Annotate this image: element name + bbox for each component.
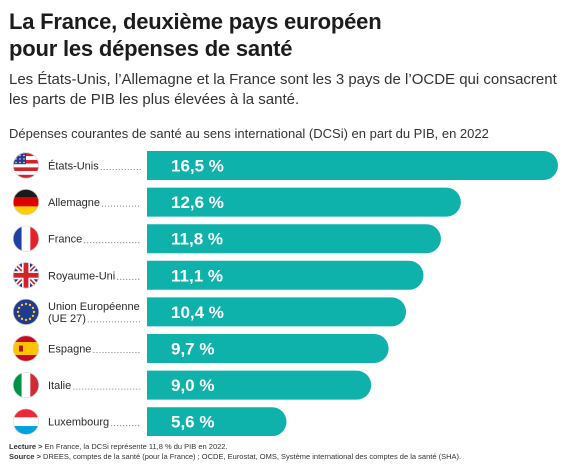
flag-fr-icon bbox=[13, 225, 39, 252]
source-label: Source > bbox=[9, 452, 41, 461]
chart-row: Allemagne 12,6 % bbox=[13, 187, 461, 217]
bar bbox=[147, 224, 441, 254]
category-label: Royaume-Uni bbox=[48, 270, 115, 282]
lecture-label: Lecture > bbox=[9, 442, 43, 451]
value-label: 10,4 % bbox=[171, 303, 224, 322]
flag-eu-icon bbox=[13, 298, 39, 325]
bar bbox=[147, 334, 389, 363]
chart-row: Royaume-Uni 11,1 % bbox=[13, 260, 424, 290]
category-label: Allemagne bbox=[48, 197, 100, 209]
category-label: États-Unis bbox=[48, 160, 99, 173]
category-label: Luxembourg bbox=[48, 417, 109, 429]
value-label: 9,7 % bbox=[171, 340, 214, 359]
bar-chart: États-Unis 16,5 % Allemagne 12,6 % France 11,… bbox=[13, 151, 558, 436]
title-line-1: La France, deuxième pays européen bbox=[9, 9, 382, 34]
page-title: La France, deuxième pays européen pour l… bbox=[9, 8, 549, 62]
chart-footer: Lecture > En France, la DCSi représente … bbox=[9, 442, 564, 462]
lecture-text: En France, la DCSi représente 11,8 % du … bbox=[44, 442, 228, 451]
value-label: 12,6 % bbox=[171, 193, 224, 212]
value-label: 16,5 % bbox=[171, 157, 224, 176]
value-label: 5,6 % bbox=[171, 413, 214, 432]
category-label: France bbox=[48, 234, 82, 246]
chart-row: États-Unis 16,5 % bbox=[13, 151, 558, 180]
chart-row: Espagne 9,7 % bbox=[13, 334, 389, 363]
source-text: DREES, comptes de la santé (pour la Fran… bbox=[42, 452, 462, 461]
page-subtitle: Les États-Unis, l’Allemagne et la France… bbox=[9, 71, 557, 108]
title-line-2: pour les dépenses de santé bbox=[9, 36, 293, 61]
category-label: Italie bbox=[48, 380, 71, 392]
source-note: Source > DREES, comptes de la santé (pou… bbox=[9, 452, 564, 462]
chart-row: France 11,8 % bbox=[13, 224, 441, 254]
chart-row: Italie 9,0 % bbox=[13, 370, 372, 400]
bar bbox=[147, 370, 372, 400]
flag-de-icon bbox=[13, 189, 39, 216]
chart-row: Luxembourg 5,6 % bbox=[13, 407, 287, 436]
flag-uk-icon bbox=[13, 262, 39, 289]
lecture-note: Lecture > En France, la DCSi représente … bbox=[9, 442, 564, 452]
flag-es-icon bbox=[13, 335, 39, 362]
flag-lu-icon bbox=[13, 408, 39, 435]
flag-it-icon bbox=[13, 372, 39, 399]
bar bbox=[147, 187, 461, 217]
value-label: 11,8 % bbox=[171, 230, 223, 249]
bar bbox=[147, 407, 287, 436]
category-label: (UE 27) bbox=[48, 313, 86, 325]
bar bbox=[147, 297, 407, 327]
value-label: 11,1 % bbox=[171, 266, 223, 285]
category-label: Espagne bbox=[48, 344, 91, 356]
flag-us-icon bbox=[13, 152, 39, 179]
chart-row: Union Européenne(UE 27) 10,4 % bbox=[13, 297, 407, 327]
value-label: 9,0 % bbox=[171, 376, 214, 395]
bar bbox=[147, 260, 424, 290]
bar bbox=[147, 151, 558, 180]
chart-title: Dépenses courantes de santé au sens inte… bbox=[9, 126, 489, 141]
category-label: Union Européenne bbox=[48, 301, 140, 313]
